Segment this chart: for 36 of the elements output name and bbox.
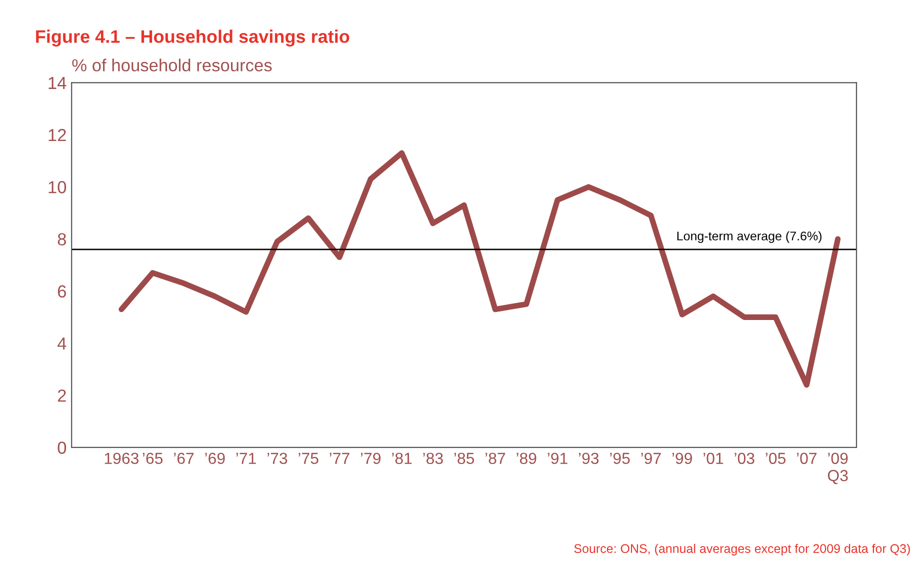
y-tick-label: 6 [58, 285, 66, 298]
x-tick-label: ’03 [734, 452, 754, 464]
ref-line-label: Long-term average (7.6%) [677, 231, 822, 243]
x-tick-label: ’89 [516, 452, 536, 464]
y-tick-label: 10 [48, 181, 66, 194]
y-axis-title: % of household resources [72, 58, 272, 72]
x-tick-label: ’85 [454, 452, 474, 464]
y-tick-label: 4 [57, 338, 66, 350]
x-tick-label: ’93 [578, 452, 599, 464]
x-tick-label: ’99 [672, 452, 692, 464]
source-note: Source: ONS, (annual averages except for 2009 data for Q3) [574, 544, 910, 556]
x-tick-label: ’09 Q3 [828, 452, 848, 484]
x-tick-label: 1963 [104, 452, 139, 464]
x-tick-label: ’87 [486, 452, 506, 464]
x-tick-label: ’05 [766, 452, 786, 464]
x-tick-label: ’79 [360, 452, 381, 464]
x-tick-label: ’71 [236, 452, 256, 464]
x-tick-label: ’65 [142, 452, 163, 464]
x-tick-label: ’75 [298, 452, 318, 464]
y-tick-label: 14 [48, 76, 66, 89]
x-tick-label: ’01 [704, 452, 724, 464]
x-tick-label: ’77 [330, 452, 350, 464]
x-tick-label: ’69 [205, 452, 225, 464]
y-tick-label: 8 [58, 233, 66, 246]
x-tick-label: ’83 [423, 452, 443, 464]
x-tick-label: ’91 [548, 452, 568, 464]
y-tick-label: 0 [58, 442, 66, 454]
x-tick-label: ’81 [392, 452, 412, 464]
x-tick-label: ’97 [641, 452, 661, 464]
x-tick-label: ’67 [174, 452, 194, 464]
chart-title: Figure 4.1 – Household savings ratio [36, 30, 350, 47]
x-tick-label: ’73 [268, 452, 288, 464]
x-tick-label: ’95 [610, 452, 630, 464]
y-tick-label: 12 [48, 128, 66, 142]
y-tick-label: 2 [58, 390, 66, 402]
x-tick-label: ’07 [796, 452, 817, 464]
